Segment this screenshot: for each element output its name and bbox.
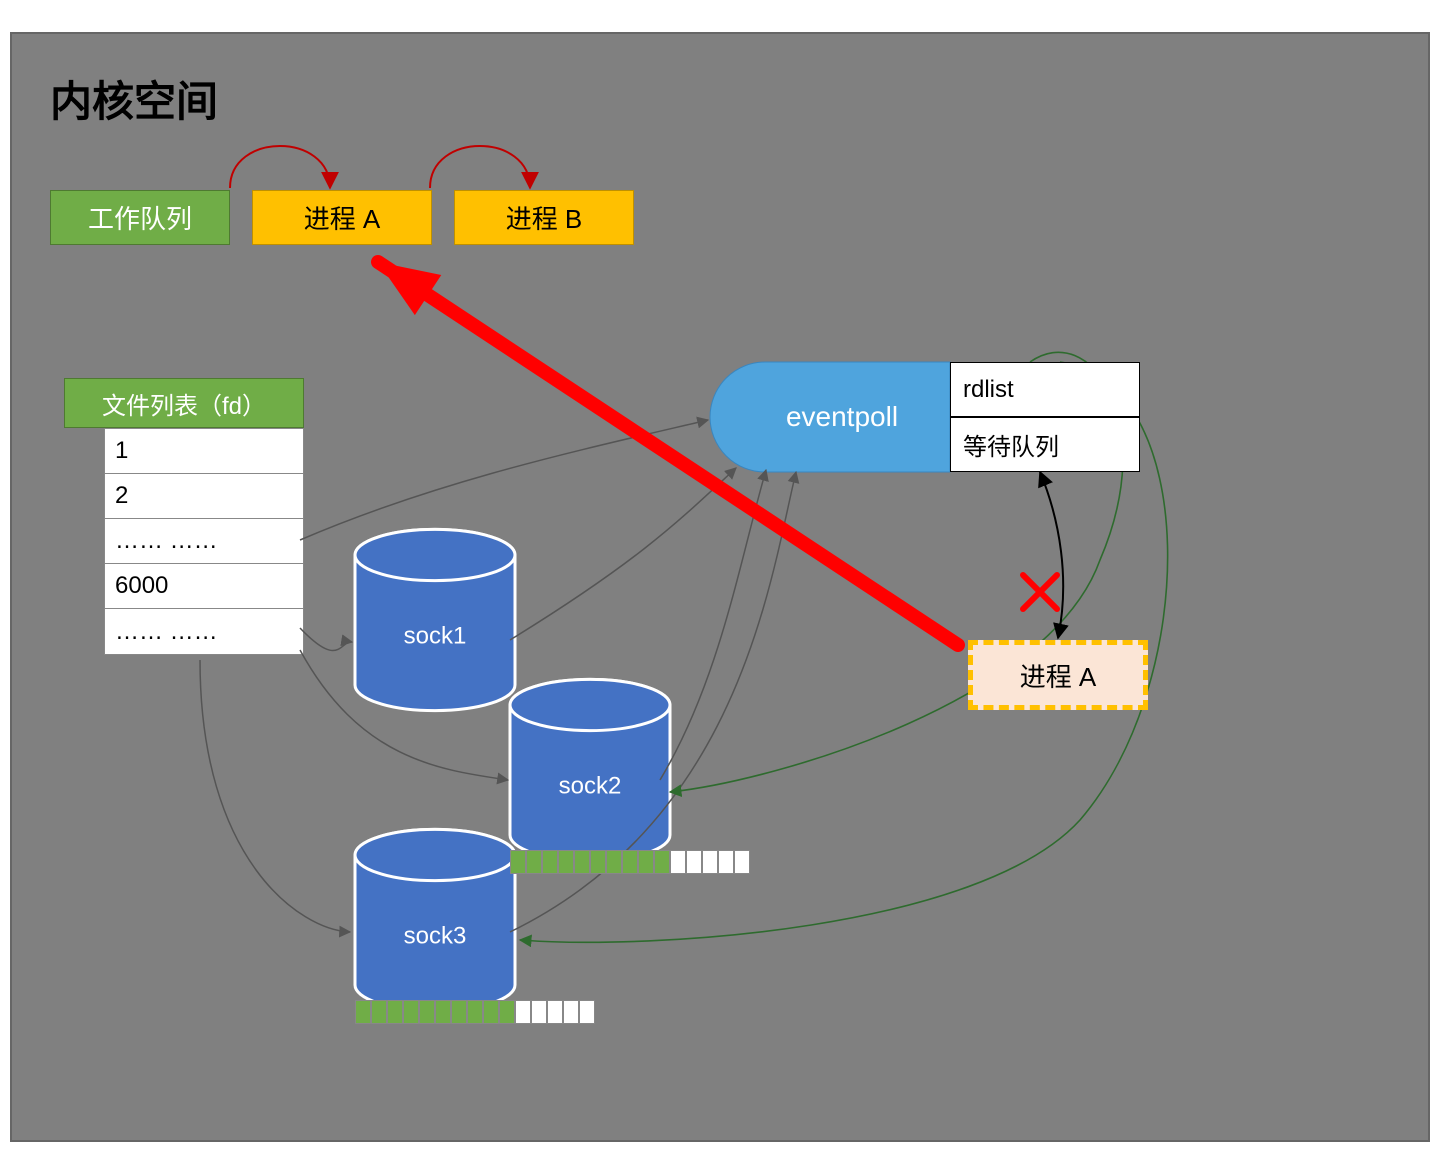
svg-text:sock3: sock3 [404,922,467,949]
svg-layer: sock1 sock2 sock3 eventpoll [0,0,1440,1157]
svg-text:sock2: sock2 [559,772,622,799]
buffer-row [355,1000,595,1024]
eventpoll-cell: rdlist [950,362,1140,417]
buffer-row [510,850,750,874]
svg-text:sock1: sock1 [404,622,467,649]
eventpoll-cell: 等待队列 [950,417,1140,472]
svg-text:eventpoll: eventpoll [786,401,898,432]
process-a-waiting-box: 进程 A [968,640,1148,710]
diagram-canvas: 内核空间 工作队列 进程 A 进程 B 文件列表（fd） 12…… ……6000… [0,0,1440,1157]
process-a-waiting-label: 进程 A [1020,657,1097,694]
